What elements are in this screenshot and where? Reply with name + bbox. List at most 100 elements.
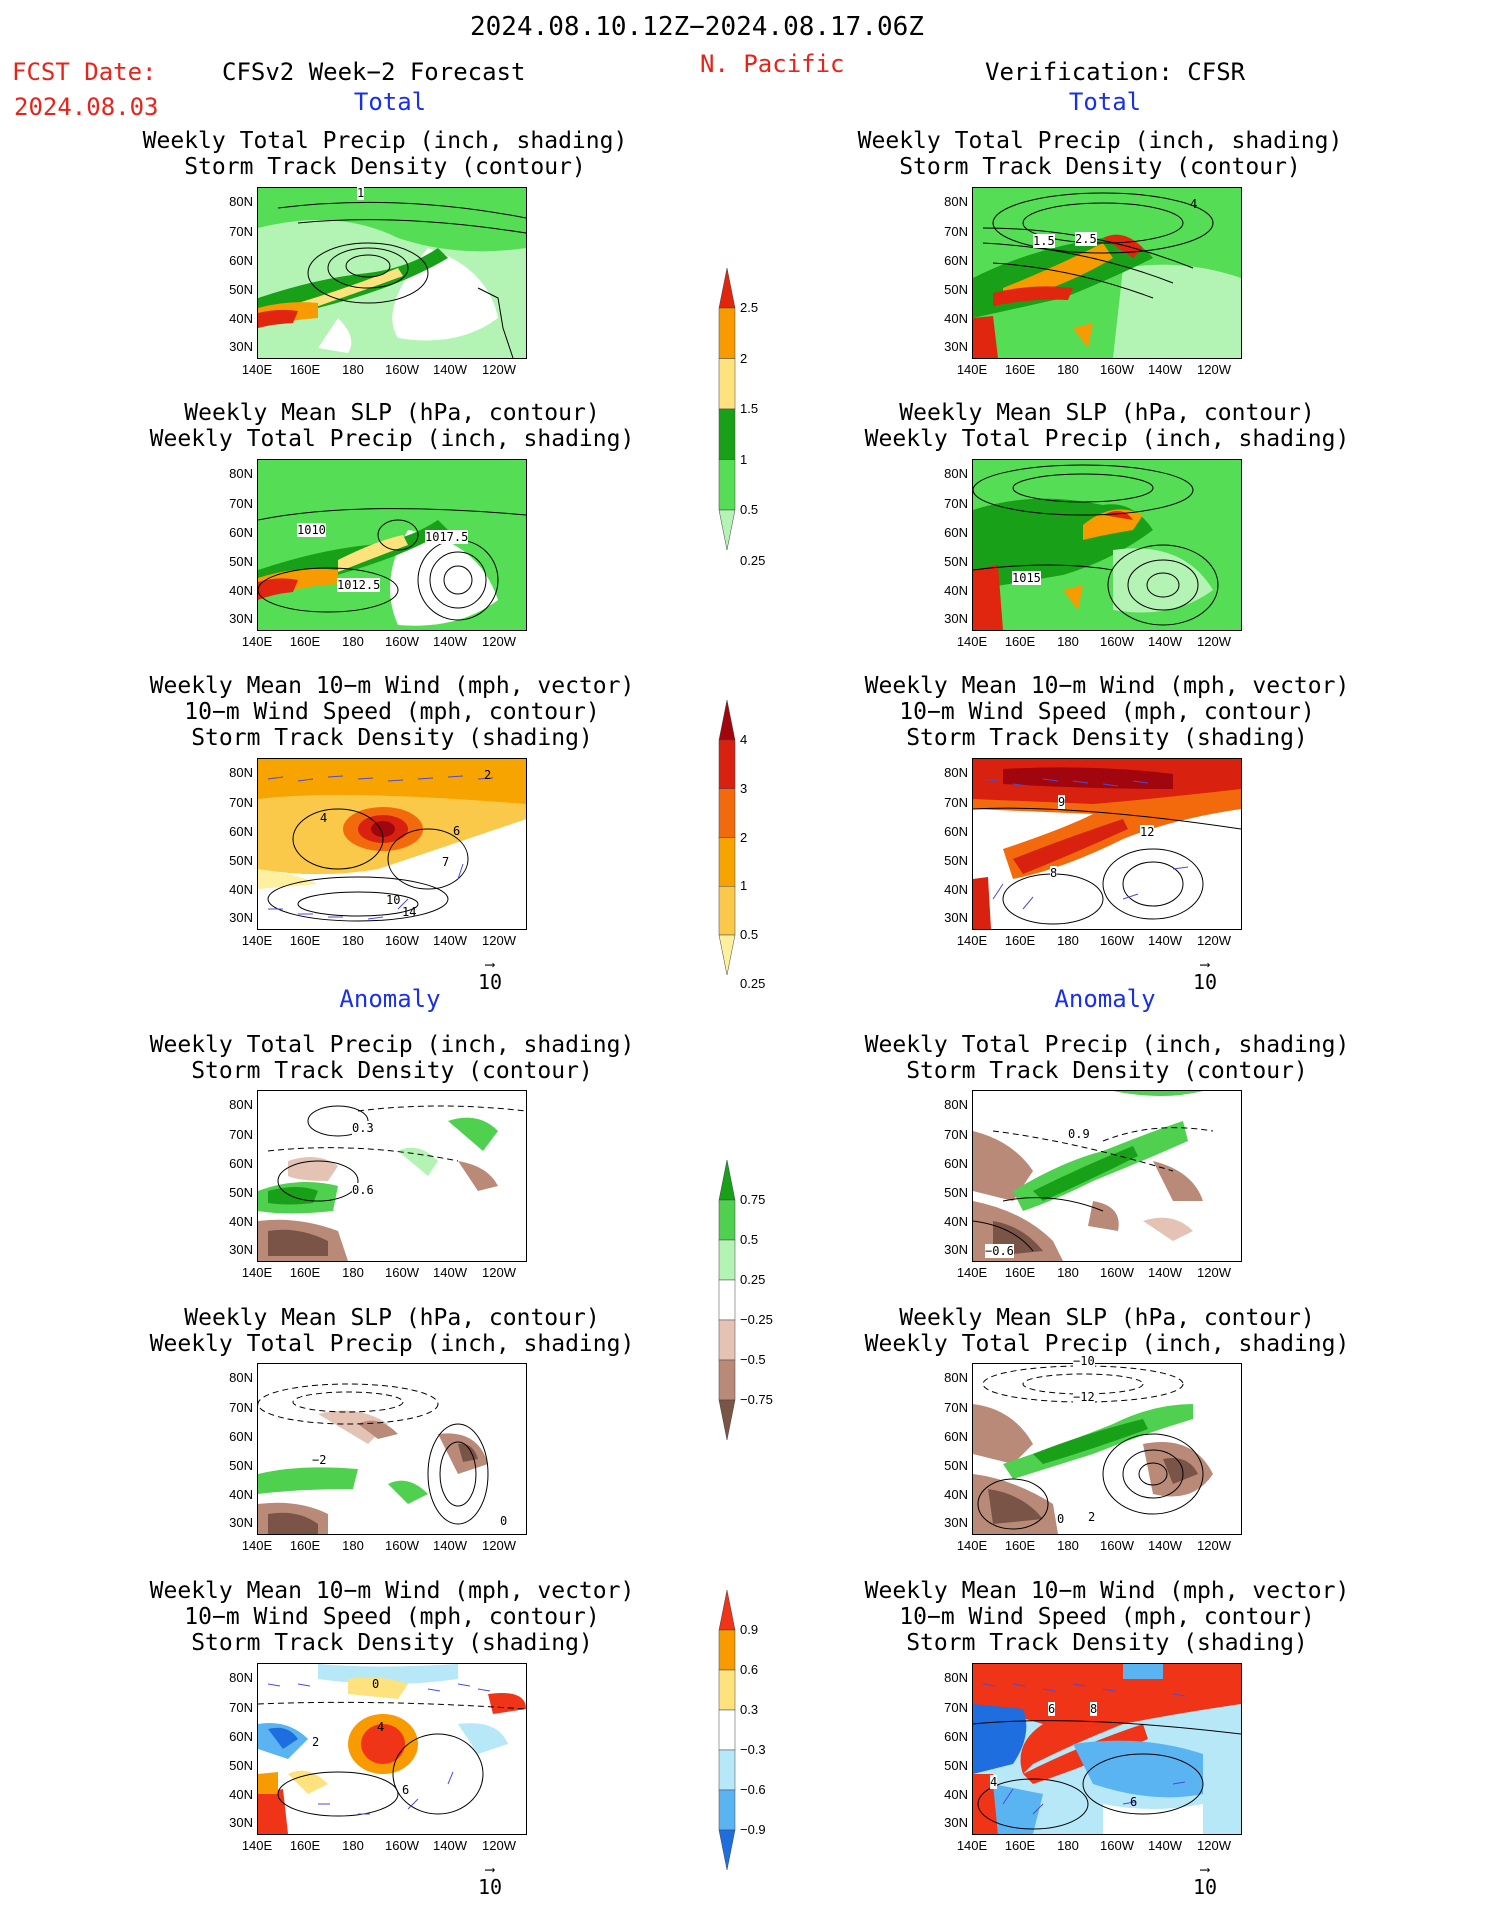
- colorbar-swatch: [718, 1199, 736, 1241]
- panel-title-line: Weekly Total Precip (inch, shading): [149, 1331, 635, 1357]
- lon-tick-label: 140W: [433, 362, 467, 377]
- colorbar-tick-label: 0.25: [740, 975, 766, 991]
- colorbar-tick-label: 0.9: [740, 1622, 759, 1637]
- lat-tick-label: 50N: [229, 1185, 253, 1200]
- lon-tick-label: 180: [342, 634, 364, 649]
- lon-tick-label: 120W: [1197, 1838, 1231, 1853]
- lat-tick-label: 40N: [944, 311, 968, 326]
- lon-tick-label: 140E: [956, 1838, 988, 1853]
- lon-tick-label: 160W: [1100, 362, 1134, 377]
- lon-tick-label: 160E: [289, 362, 321, 377]
- colorbar-precip_total: [718, 268, 736, 550]
- panel-title-line: Weekly Mean SLP (hPa, contour): [184, 400, 600, 426]
- contour-label: 1017.5: [425, 530, 469, 544]
- lon-tick-label: 160E: [1004, 1538, 1036, 1553]
- colorbar-swatch: [718, 837, 736, 887]
- lat-tick-label: 50N: [229, 1458, 253, 1473]
- lat-tick-label: 60N: [944, 253, 968, 268]
- lon-tick-label: 180: [1057, 362, 1079, 377]
- lon-tick-label: 120W: [482, 634, 516, 649]
- lon-tick-label: 140W: [433, 1265, 467, 1280]
- period-title: 2024.08.10.12Z−2024.08.17.06Z: [470, 12, 924, 42]
- lon-tick-label: 160W: [385, 933, 419, 948]
- lon-tick-label: 140W: [433, 1538, 467, 1553]
- colorbar-swatch: [718, 934, 736, 975]
- vector-reference-arrow: ⟶ 10: [470, 1863, 510, 1899]
- lon-tick-label: 160E: [1004, 362, 1036, 377]
- lon-tick-label: 180: [342, 1538, 364, 1553]
- panel-title-line: Weekly Mean SLP (hPa, contour): [184, 1305, 600, 1331]
- lat-tick-label: 50N: [944, 554, 968, 569]
- colorbar-track_anom: [718, 1590, 736, 1870]
- colorbar-swatch: [718, 358, 736, 410]
- lon-tick-label: 140E: [956, 933, 988, 948]
- vector-reference-arrow: ⟶ 10: [1185, 1863, 1225, 1899]
- lat-tick-label: 40N: [229, 1214, 253, 1229]
- contour-label: 10: [386, 893, 401, 907]
- lat-tick-label: 60N: [229, 1156, 253, 1171]
- lat-tick-label: 70N: [229, 1127, 253, 1142]
- lon-tick-label: 160W: [1100, 1838, 1134, 1853]
- lat-tick-label: 70N: [229, 224, 253, 239]
- lat-tick-label: 50N: [229, 554, 253, 569]
- panel-title-line: Weekly Mean SLP (hPa, contour): [899, 1305, 1315, 1331]
- contour-label: 0: [372, 1677, 380, 1691]
- lon-tick-label: 140W: [1148, 1838, 1182, 1853]
- lat-tick-label: 40N: [229, 882, 253, 897]
- panel-title-v-wind: Weekly Mean 10−m Wind (mph, vector) 10−m…: [827, 673, 1387, 751]
- colorbar-tick-label: −0.3: [740, 1742, 766, 1757]
- contour-label: −12: [1073, 1390, 1095, 1404]
- lat-tick-label: 70N: [944, 1127, 968, 1142]
- panel-title-line: Weekly Total Precip (inch, shading): [857, 128, 1343, 154]
- vector-reference-arrow: ⟶ 10: [1185, 958, 1225, 994]
- lat-tick-label: 70N: [229, 1400, 253, 1415]
- contour-label: 0.3: [352, 1121, 374, 1135]
- lat-tick-label: 50N: [944, 853, 968, 868]
- lon-tick-label: 140E: [956, 1265, 988, 1280]
- lon-tick-label: 120W: [1197, 362, 1231, 377]
- panel-title-line: Weekly Total Precip (inch, shading): [149, 1032, 635, 1058]
- colorbar-swatch: [718, 1239, 736, 1281]
- contour-label: −10: [1073, 1354, 1095, 1368]
- lon-tick-label: 120W: [482, 1838, 516, 1853]
- panel-title-line: Storm Track Density (shading): [906, 1630, 1308, 1656]
- lon-tick-label: 160E: [289, 1838, 321, 1853]
- lat-tick-label: 80N: [944, 466, 968, 481]
- lon-tick-label: 160W: [385, 634, 419, 649]
- panel-title-line: Storm Track Density (shading): [906, 725, 1308, 751]
- panel-title-line: Weekly Mean SLP (hPa, contour): [899, 400, 1315, 426]
- contour-label: 0: [1057, 1512, 1065, 1526]
- lat-tick-label: 30N: [229, 1515, 253, 1530]
- left-anomaly-label: Anomaly: [339, 985, 441, 1013]
- lat-tick-label: 60N: [944, 1156, 968, 1171]
- lat-tick-label: 80N: [229, 466, 253, 481]
- map-forecast-wind: [257, 758, 527, 930]
- panel-title-line: 10−m Wind Speed (mph, contour): [899, 1604, 1315, 1630]
- lon-tick-label: 120W: [482, 362, 516, 377]
- lon-tick-label: 140E: [241, 634, 273, 649]
- panel-title-line: Storm Track Density (contour): [191, 1058, 593, 1084]
- lon-tick-label: 180: [1057, 634, 1079, 649]
- colorbar-tick-label: 3: [740, 780, 748, 796]
- contour-label: 12: [1140, 825, 1155, 839]
- lat-tick-label: 70N: [229, 795, 253, 810]
- colorbar-tick-label: 2: [740, 829, 748, 845]
- panel-title-fa-slp: Weekly Mean SLP (hPa, contour) Weekly To…: [112, 1305, 672, 1357]
- lat-tick-label: 70N: [944, 795, 968, 810]
- map-verification-anom-slp-precip: [972, 1363, 1242, 1535]
- vector-reference-arrow: ⟶ 10: [470, 958, 510, 994]
- colorbar-swatch: [718, 459, 736, 511]
- lat-tick-label: 60N: [229, 525, 253, 540]
- lon-tick-label: 180: [342, 362, 364, 377]
- lon-tick-label: 140E: [241, 1265, 273, 1280]
- lat-tick-label: 40N: [229, 583, 253, 598]
- lat-tick-label: 70N: [944, 1400, 968, 1415]
- lat-tick-label: 60N: [229, 824, 253, 839]
- panel-title-fa-wind: Weekly Mean 10−m Wind (mph, vector) 10−m…: [112, 1578, 672, 1656]
- lon-tick-label: 160W: [385, 1265, 419, 1280]
- lon-tick-label: 180: [342, 1265, 364, 1280]
- contour-label: 1015: [1012, 571, 1041, 585]
- lon-tick-label: 140E: [241, 362, 273, 377]
- map-forecast-anom-precip-track: [257, 1090, 527, 1262]
- colorbar-tick-label: 0.5: [740, 502, 759, 517]
